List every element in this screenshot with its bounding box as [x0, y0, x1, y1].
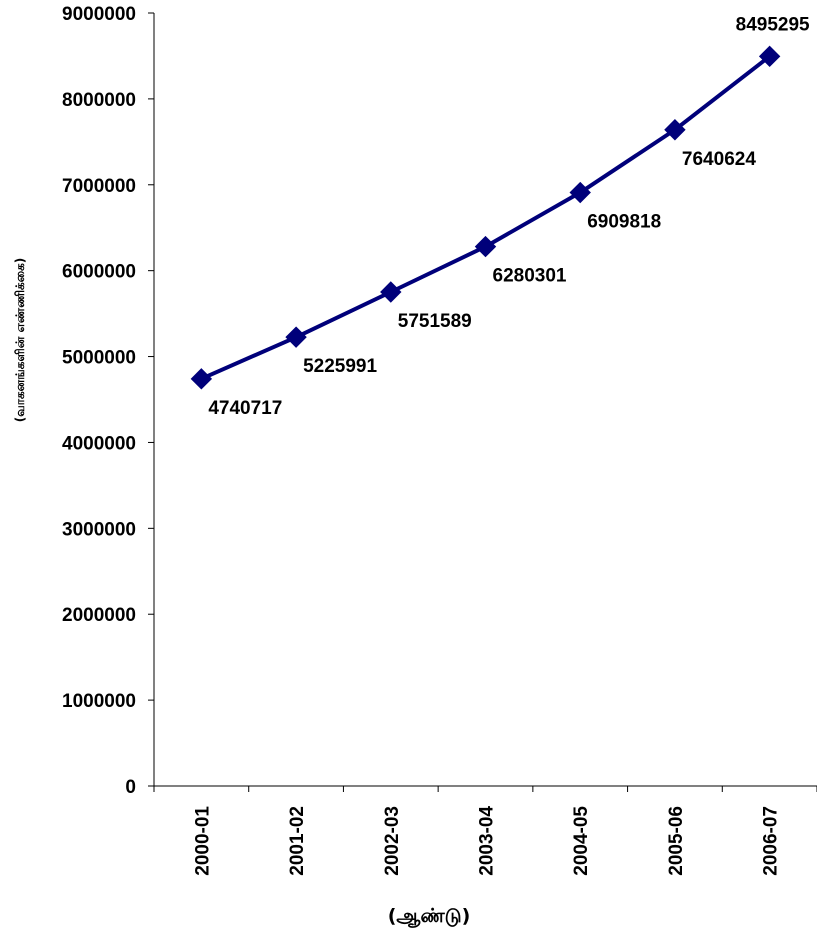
y-tick-label: 6000000: [62, 262, 136, 283]
x-tick-label: 2000-01: [192, 806, 213, 876]
y-tick-label: 7000000: [62, 176, 136, 197]
x-tick-label: 2002-03: [382, 806, 403, 876]
data-label: 6280301: [493, 266, 567, 287]
y-tick-label: 2000000: [62, 605, 136, 626]
y-tick-label: 9000000: [62, 4, 136, 25]
series-group: [190, 45, 781, 390]
x-tick-label: 2004-05: [571, 806, 592, 876]
data-point-marker: [380, 281, 402, 303]
series-line: [200, 54, 771, 381]
data-label: 5225991: [303, 356, 377, 377]
y-tick-label: 3000000: [62, 519, 136, 540]
data-label: 6909818: [587, 212, 661, 233]
data-point-marker: [569, 181, 591, 204]
data-point-marker: [758, 45, 781, 68]
data-point-marker: [664, 119, 686, 141]
data-label: 7640624: [682, 149, 756, 170]
data-point-marker: [285, 326, 307, 348]
y-tick-label: 8000000: [62, 90, 136, 111]
x-axis-ticks: 2000-01 2001-02 2002-03 2003-04 2004-05 2005-…: [153, 786, 817, 876]
x-tick-label: 2001-02: [287, 806, 308, 876]
x-tick-label: 2005-06: [666, 806, 687, 876]
data-label: 4740717: [208, 398, 282, 419]
y-tick-label: 5000000: [62, 348, 136, 369]
x-axis-title: (ஆண்டு): [388, 905, 471, 927]
data-label: 8495295: [736, 14, 810, 35]
y-tick-label: 1000000: [62, 691, 136, 712]
y-axis-title: (வாகனங்களின் எண்ணிக்கை): [13, 258, 27, 423]
y-tick-label: 0: [125, 777, 136, 798]
x-tick-label: 2006-07: [761, 806, 782, 876]
data-point-marker: [190, 368, 213, 390]
data-label: 5751589: [398, 311, 472, 332]
x-tick-label: 2003-04: [477, 806, 498, 876]
y-axis-ticks: 0 1000000 2000000 3000000 4000000 5000000 6000…: [62, 4, 154, 798]
y-tick-label: 4000000: [62, 433, 136, 454]
data-point-marker: [474, 235, 497, 258]
chart-axes: [153, 13, 817, 787]
data-labels: 4740717 5225991 5751589 6280301 6909818 76406…: [208, 14, 810, 418]
